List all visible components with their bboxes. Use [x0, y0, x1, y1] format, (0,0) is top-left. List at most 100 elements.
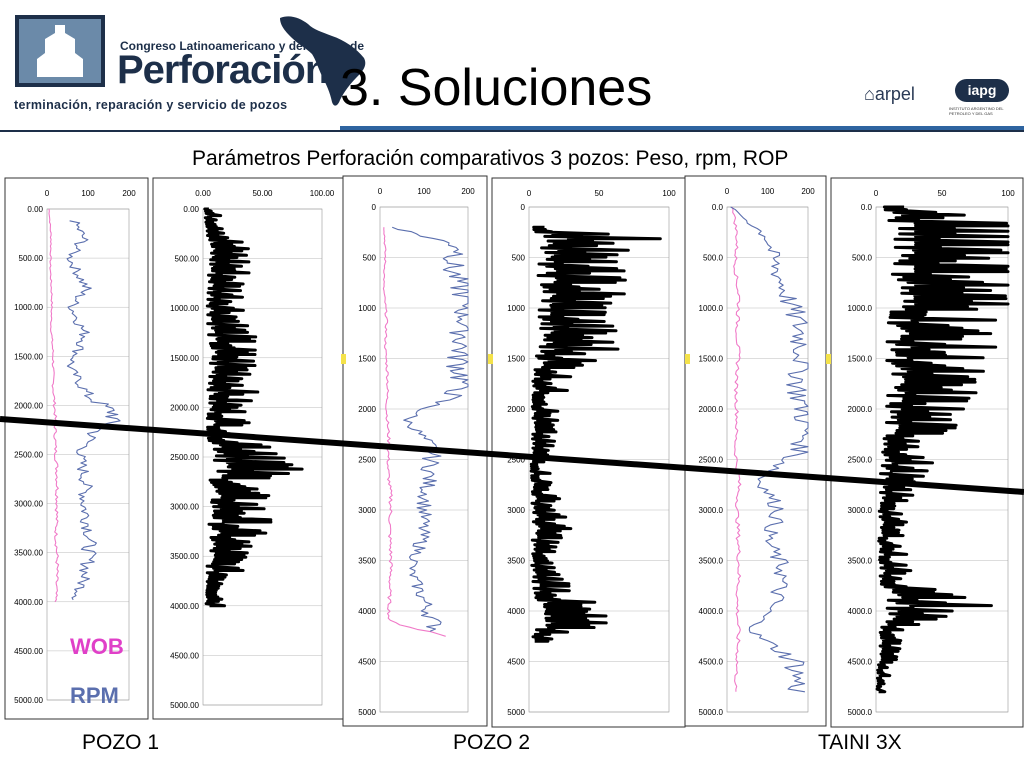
y-tick-label: 2500.00	[14, 451, 43, 460]
y-tick-label: 4500.00	[14, 647, 43, 656]
y-tick-label: 500.0	[852, 254, 873, 263]
x-tick-label: 50.00	[252, 189, 273, 198]
y-tick-label: 1000	[358, 304, 376, 313]
series-rpm	[66, 220, 121, 601]
x-tick-label: 100	[81, 189, 95, 198]
series-rpm	[391, 226, 469, 632]
y-tick-label: 500	[363, 254, 377, 263]
y-tick-label: 1500	[358, 355, 376, 364]
x-tick-label: 0	[725, 187, 730, 196]
y-tick-label: 3500	[507, 557, 525, 566]
y-tick-label: 1500.00	[170, 354, 199, 363]
y-tick-label: 2000	[507, 405, 525, 414]
y-tick-label: 4000	[358, 607, 376, 616]
well-label-taini3x: TAINI 3X	[818, 731, 902, 754]
y-tick-label: 3000	[358, 506, 376, 515]
y-tick-label: 4500	[358, 658, 376, 667]
drilling-rig-icon	[37, 25, 83, 77]
y-tick-label: 3500.00	[14, 549, 43, 558]
arpel-logo-icon: ⌂	[864, 84, 875, 104]
y-tick-label: 5000	[507, 708, 525, 717]
header-rule-blue	[340, 126, 1024, 130]
congress-logo-mark	[15, 15, 105, 87]
x-tick-label: 100	[417, 187, 431, 196]
y-tick-label: 3000.0	[699, 506, 724, 515]
y-tick-label: 1000.0	[699, 304, 724, 313]
x-tick-label: 0	[45, 189, 50, 198]
y-tick-label: 2000.0	[699, 405, 724, 414]
x-tick-label: 100.00	[310, 189, 335, 198]
y-tick-label: 4000.00	[14, 598, 43, 607]
y-tick-label: 2500	[507, 456, 525, 465]
y-tick-label: 3000.00	[14, 500, 43, 509]
y-tick-label: 0.0	[712, 203, 724, 212]
series-wob	[731, 206, 742, 692]
arpel-logo-text: arpel	[874, 84, 915, 104]
y-tick-label: 500.00	[175, 255, 200, 264]
y-tick-label: 4500.00	[170, 651, 199, 660]
y-tick-label: 3000.00	[170, 503, 199, 512]
y-tick-label: 3500.00	[170, 552, 199, 561]
series-wob	[48, 208, 60, 603]
y-tick-label: 2500	[358, 456, 376, 465]
well-label-pozo1: POZO 1	[82, 731, 160, 754]
x-tick-label: 0	[527, 189, 532, 198]
y-tick-label: 1500.00	[14, 352, 43, 361]
y-tick-label: 2000	[358, 405, 376, 414]
y-tick-label: 3500.0	[699, 557, 724, 566]
series-wob	[382, 227, 446, 637]
x-tick-label: 100	[761, 187, 775, 196]
series-rop	[529, 225, 662, 643]
y-tick-label: 4000.0	[848, 607, 873, 616]
y-tick-label: 1500	[507, 355, 525, 364]
y-tick-label: 1500.0	[699, 355, 724, 364]
y-tick-label: 2000.00	[14, 401, 43, 410]
logo-perforacion: Perforación	[117, 48, 329, 92]
slide-title: 3. Soluciones	[340, 59, 653, 117]
x-tick-label: 100	[1001, 189, 1015, 198]
iapg-logo: iapg	[955, 79, 1009, 102]
x-tick-label: 200	[801, 187, 815, 196]
y-tick-label: 0.00	[183, 205, 199, 214]
x-tick-label: 100	[662, 189, 676, 198]
plot-area	[726, 206, 809, 713]
y-tick-label: 500	[512, 254, 526, 263]
y-tick-label: 2000.00	[170, 403, 199, 412]
highlight-marker	[341, 354, 346, 364]
arpel-logo: ⌂arpel	[864, 84, 915, 105]
y-tick-label: 2000.0	[848, 405, 873, 414]
plot-area	[875, 206, 1009, 713]
y-tick-label: 1000.0	[848, 304, 873, 313]
y-tick-label: 5000.00	[14, 696, 43, 705]
y-tick-label: 3000.0	[848, 506, 873, 515]
y-tick-label: 4500.0	[699, 658, 724, 667]
y-tick-label: 1000.00	[14, 303, 43, 312]
x-tick-label: 0.00	[195, 189, 211, 198]
y-tick-label: 2500.00	[170, 453, 199, 462]
y-tick-label: 5000	[358, 708, 376, 717]
header-rule-navy	[0, 130, 1024, 132]
series-rpm	[730, 206, 809, 693]
y-tick-label: 3500.0	[848, 557, 873, 566]
well-label-pozo2: POZO 2	[453, 731, 531, 754]
y-tick-label: 5000.00	[170, 701, 199, 710]
series-rop	[203, 207, 304, 608]
y-tick-label: 500.0	[703, 254, 724, 263]
y-tick-label: 2500.0	[848, 456, 873, 465]
highlight-marker	[488, 354, 493, 364]
plot-area	[202, 208, 323, 706]
y-tick-label: 4000.00	[170, 602, 199, 611]
y-tick-label: 4500.0	[848, 658, 873, 667]
y-tick-label: 3500	[358, 557, 376, 566]
x-tick-label: 0	[378, 187, 383, 196]
y-tick-label: 0.00	[27, 205, 43, 214]
highlight-marker	[826, 354, 831, 364]
latin-america-map-icon	[280, 16, 366, 106]
x-tick-label: 50	[938, 189, 947, 198]
